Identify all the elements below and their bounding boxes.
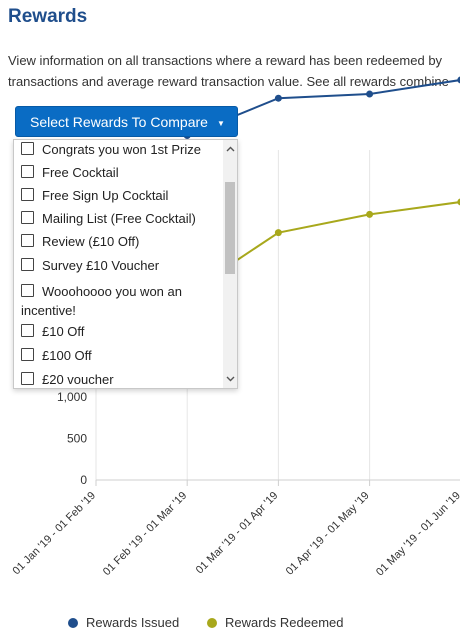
legend-label: Rewards Redeemed xyxy=(225,615,344,630)
reward-option[interactable]: Free Cocktail xyxy=(21,162,219,184)
x-tick-label: 01 Feb '19 - 01 Mar '19 xyxy=(101,490,189,578)
reward-option-label: £20 voucher xyxy=(42,372,114,387)
caret-down-icon: ▼ xyxy=(217,119,225,128)
scrollbar-thumb[interactable] xyxy=(225,182,235,274)
legend-marker-icon xyxy=(207,618,217,628)
chevron-down-icon[interactable] xyxy=(223,372,237,386)
y-tick-label: 500 xyxy=(67,432,87,446)
checkbox[interactable] xyxy=(21,284,34,297)
checkbox[interactable] xyxy=(21,258,34,271)
legend-marker-icon xyxy=(68,618,78,628)
reward-option[interactable]: Survey £10 Voucher xyxy=(21,255,219,277)
reward-option-label: Free Sign Up Cocktail xyxy=(42,188,169,203)
checkbox[interactable] xyxy=(21,211,34,224)
reward-option[interactable]: £10 Off xyxy=(21,321,219,343)
legend-item-rewards-redeemed[interactable]: Rewards Redeemed xyxy=(207,615,344,630)
checkbox[interactable] xyxy=(21,234,34,247)
x-tick-label: 01 Mar '19 - 01 Apr '19 xyxy=(194,490,281,577)
data-point xyxy=(366,90,374,98)
reward-option-label: Congrats you won 1st Prize xyxy=(42,142,201,157)
rewards-dropdown[interactable]: Congrats you won 1st Prize Free Cocktail F… xyxy=(13,139,238,389)
reward-option-label: Free Cocktail xyxy=(42,165,119,180)
checkbox[interactable] xyxy=(21,372,34,385)
data-point xyxy=(457,198,460,206)
reward-option[interactable]: Mailing List (Free Cocktail) xyxy=(21,208,219,230)
reward-option[interactable]: Free Sign Up Cocktail xyxy=(21,185,219,207)
reward-option[interactable]: Congrats you won 1st Prize xyxy=(21,140,219,161)
reward-option-label: Survey £10 Voucher xyxy=(42,258,160,273)
page-description: View information on all transactions whe… xyxy=(8,50,460,92)
data-point xyxy=(274,94,282,102)
reward-option[interactable]: Review (£10 Off) xyxy=(21,231,219,253)
data-point xyxy=(274,229,282,237)
y-tick-label: 1,000 xyxy=(57,390,87,404)
x-tick-label: 01 Jan '19 - 01 Feb '19 xyxy=(11,490,99,578)
compare-button-label: Select Rewards To Compare xyxy=(30,114,208,130)
description-line-2: transactions and average reward transact… xyxy=(8,74,449,89)
reward-option-label: Mailing List (Free Cocktail) xyxy=(42,211,196,226)
x-tick-label: 01 May '19 - 01 Jun '19 xyxy=(374,490,460,579)
checkbox[interactable] xyxy=(21,165,34,178)
reward-option[interactable]: Wooohoooo you won an incentive! xyxy=(21,282,219,320)
legend-item-rewards-issued[interactable]: Rewards Issued xyxy=(68,615,179,630)
legend-label: Rewards Issued xyxy=(86,615,180,630)
dropdown-scrollbar[interactable] xyxy=(223,140,237,388)
data-point xyxy=(366,210,374,218)
description-line-1: View information on all transactions whe… xyxy=(8,53,443,68)
reward-option[interactable]: £100 Off xyxy=(21,345,219,367)
reward-option-label: £100 Off xyxy=(42,348,92,363)
checkbox[interactable] xyxy=(21,188,34,201)
select-rewards-compare-button[interactable]: Select Rewards To Compare ▼ xyxy=(15,106,238,137)
reward-option-label: Review (£10 Off) xyxy=(42,234,140,249)
reward-option[interactable]: £20 voucher xyxy=(21,369,219,388)
checkbox[interactable] xyxy=(21,324,34,337)
data-point xyxy=(457,76,460,84)
x-tick-label: 01 Apr '19 - 01 May '19 xyxy=(284,490,372,578)
page-title: Rewards xyxy=(8,6,88,27)
checkbox[interactable] xyxy=(21,142,34,155)
reward-option-label: £10 Off xyxy=(42,324,85,339)
chevron-up-icon[interactable] xyxy=(223,142,237,156)
reward-option-label: Wooohoooo you won an incentive! xyxy=(21,284,182,318)
y-tick-label: 0 xyxy=(80,473,87,487)
checkbox[interactable] xyxy=(21,348,34,361)
